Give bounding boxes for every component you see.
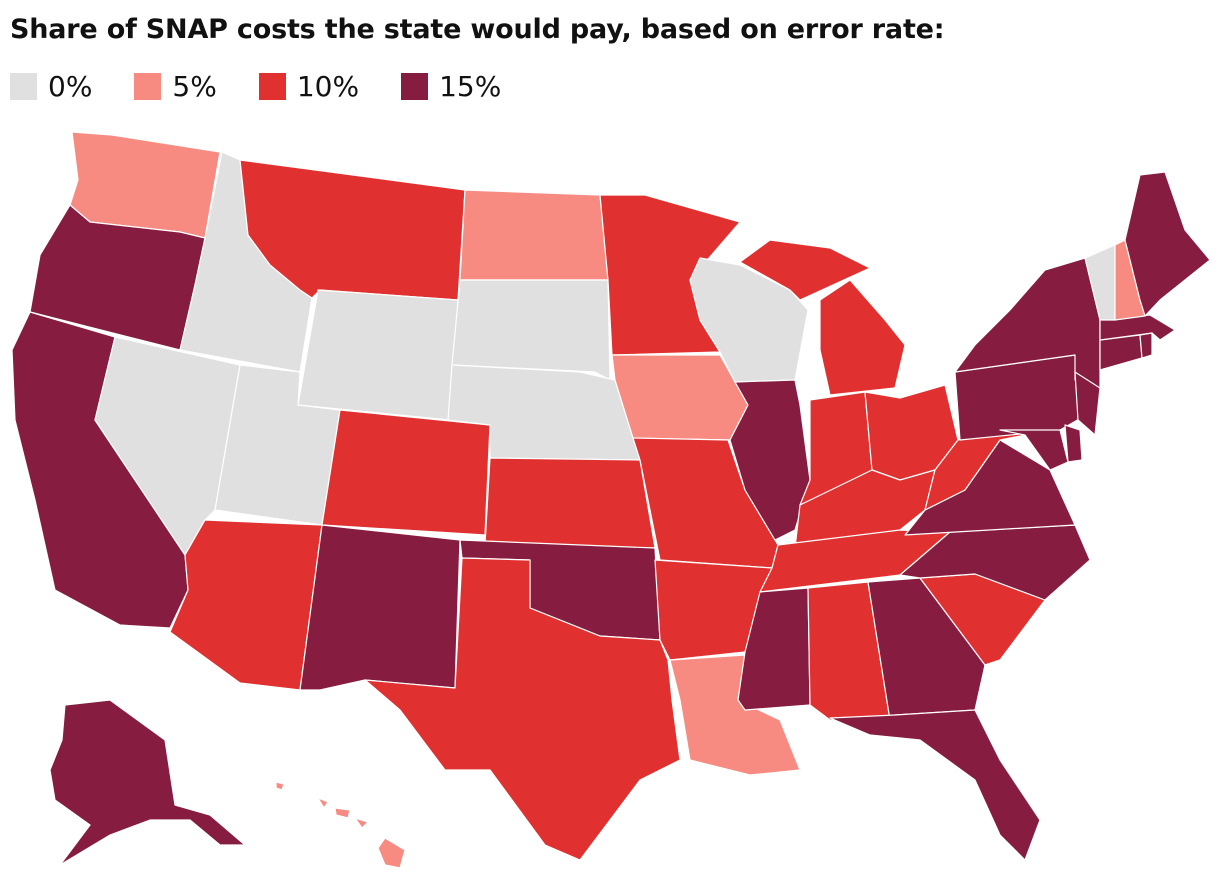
legend-label-5: 5% <box>172 70 217 103</box>
state-md[interactable] <box>999 429 1069 471</box>
state-ma[interactable] <box>1099 314 1176 341</box>
legend-swatch-5 <box>134 73 162 100</box>
legend-label-0: 0% <box>48 70 93 103</box>
legend-label-10: 10% <box>296 70 360 103</box>
legend-swatch-0 <box>10 73 37 100</box>
map-title: Share of SNAP costs the state would pay,… <box>10 14 945 45</box>
state-wy[interactable] <box>297 289 459 421</box>
state-mi[interactable] <box>739 239 906 396</box>
state-nj[interactable] <box>1074 371 1101 436</box>
state-tx[interactable] <box>364 557 681 861</box>
state-fl[interactable] <box>829 709 1041 861</box>
state-sd[interactable] <box>451 279 611 381</box>
state-nd[interactable] <box>459 189 609 281</box>
legend-swatch-15 <box>401 73 429 100</box>
legend-item-10: 10% <box>258 70 360 103</box>
state-ak[interactable] <box>49 699 246 866</box>
state-hi[interactable] <box>275 781 406 869</box>
state-ks[interactable] <box>484 457 656 549</box>
state-nm[interactable] <box>299 524 461 691</box>
legend-swatch-10 <box>258 73 286 100</box>
us-states-map <box>11 131 1211 869</box>
state-me[interactable] <box>1124 171 1211 317</box>
state-ri[interactable] <box>1139 332 1153 359</box>
state-co[interactable] <box>321 409 491 536</box>
legend: 0% 5% 10% 15% <box>10 70 543 103</box>
state-de[interactable] <box>1064 424 1083 463</box>
legend-item-15: 15% <box>401 70 501 103</box>
state-ct[interactable] <box>1099 334 1143 371</box>
legend-item-0: 0% <box>10 70 92 103</box>
legend-item-5: 5% <box>134 70 217 103</box>
legend-label-15: 15% <box>439 70 502 103</box>
state-az[interactable] <box>169 519 323 691</box>
state-il[interactable] <box>729 379 811 541</box>
